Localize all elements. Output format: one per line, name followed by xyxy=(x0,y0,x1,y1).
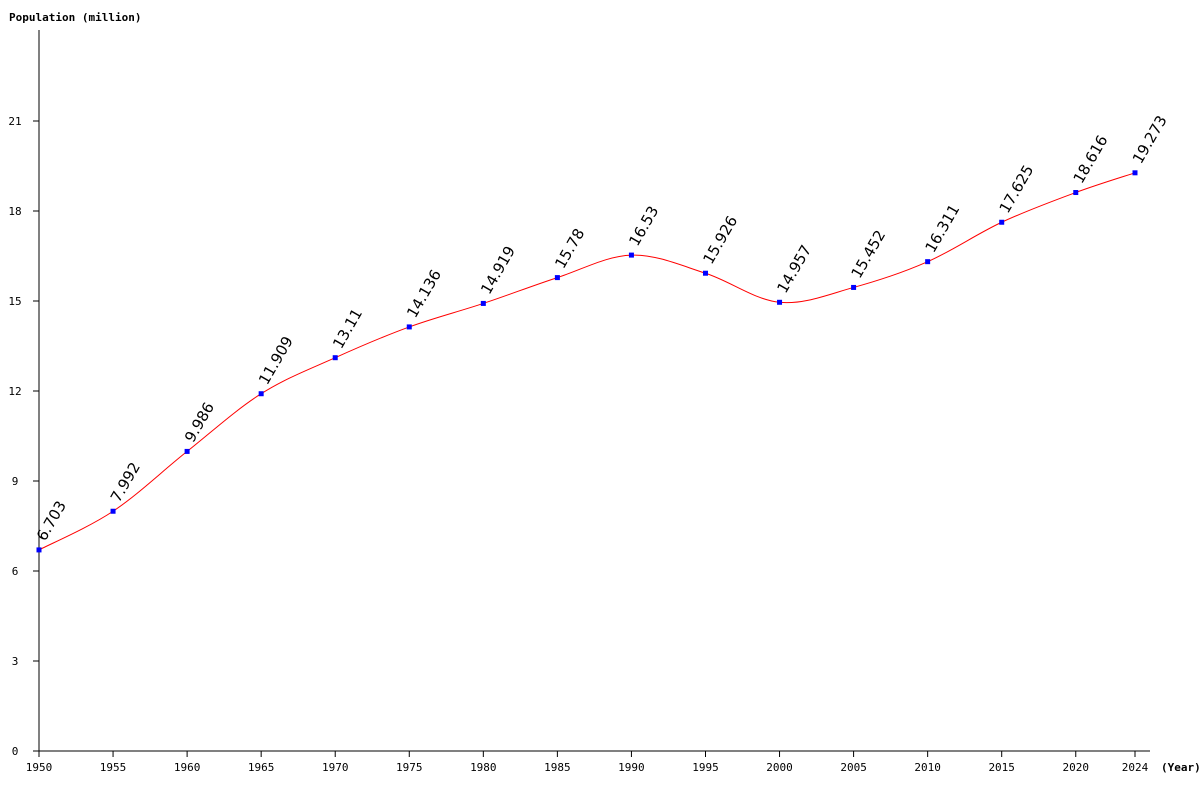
data-point-marker xyxy=(851,284,857,290)
data-label: 15.926 xyxy=(699,213,741,267)
data-point-marker xyxy=(628,252,634,258)
data-label: 19.273 xyxy=(1129,112,1171,166)
x-tick-label: 1995 xyxy=(692,761,719,774)
x-tick-label: 2005 xyxy=(840,761,867,774)
data-label: 13.11 xyxy=(329,306,366,352)
y-tick-label: 15 xyxy=(8,295,21,308)
x-tick-label: 1980 xyxy=(470,761,497,774)
data-label: 14.919 xyxy=(477,243,519,297)
y-axis-ticks: 0 3 6 9 12 15 18 21 xyxy=(8,115,39,758)
data-label: 11.909 xyxy=(255,333,297,387)
population-series-line xyxy=(38,172,1136,551)
data-point-marker xyxy=(332,355,338,361)
y-tick-label: 9 xyxy=(12,475,19,488)
x-tick-label: 2010 xyxy=(914,761,941,774)
data-label: 15.78 xyxy=(551,225,588,271)
data-point-marker xyxy=(777,299,783,305)
data-point-marker xyxy=(999,219,1005,225)
data-label: 16.311 xyxy=(922,201,964,255)
data-point-marker xyxy=(554,275,560,281)
data-label: 17.625 xyxy=(996,162,1038,216)
data-point-marker xyxy=(258,391,264,397)
x-tick-label: 1960 xyxy=(174,761,201,774)
y-tick-label: 6 xyxy=(12,565,19,578)
data-point-marker xyxy=(702,270,708,276)
x-tick-label: 2015 xyxy=(988,761,1015,774)
x-tick-label: 1985 xyxy=(544,761,571,774)
x-tick-label: 1970 xyxy=(322,761,349,774)
data-label: 6.703 xyxy=(33,498,70,544)
y-tick-label: 3 xyxy=(12,655,19,668)
data-point-marker xyxy=(925,259,931,265)
x-tick-label: 2020 xyxy=(1063,761,1090,774)
x-axis-title: (Year) xyxy=(1161,761,1200,774)
data-point-marker xyxy=(1132,170,1138,176)
x-tick-label: 2000 xyxy=(766,761,793,774)
x-axis-ticks: 1950 1955 1960 1965 1970 1975 1980 1985 1990 1995… xyxy=(26,751,1149,774)
y-tick-label: 0 xyxy=(12,745,19,758)
y-tick-label: 21 xyxy=(8,115,21,128)
data-label: 16.53 xyxy=(625,203,662,249)
data-point-marker xyxy=(110,508,116,514)
data-point-markers xyxy=(36,170,1138,553)
data-label: 7.992 xyxy=(107,459,144,505)
data-label: 14.957 xyxy=(773,242,815,296)
data-point-marker xyxy=(36,547,42,553)
data-label: 18.616 xyxy=(1070,132,1112,186)
x-tick-label: 1950 xyxy=(26,761,53,774)
x-tick-label: 1955 xyxy=(100,761,127,774)
data-label: 14.136 xyxy=(403,266,445,320)
data-point-marker xyxy=(184,448,190,454)
y-axis-title: Population (million) xyxy=(9,11,141,24)
x-tick-label: 1965 xyxy=(248,761,275,774)
data-point-marker xyxy=(480,300,486,306)
x-tick-label: 2024 xyxy=(1122,761,1149,774)
x-tick-label: 1990 xyxy=(618,761,645,774)
y-tick-label: 12 xyxy=(8,385,21,398)
data-point-marker xyxy=(1073,190,1079,196)
data-label: 15.452 xyxy=(847,227,889,281)
y-tick-label: 18 xyxy=(8,205,21,218)
data-label: 9.986 xyxy=(181,399,218,445)
x-tick-label: 1975 xyxy=(396,761,423,774)
data-labels: 6.703 7.992 9.986 11.909 13.11 14.136 14.919 15… xyxy=(33,112,1171,544)
data-point-marker xyxy=(406,324,412,330)
